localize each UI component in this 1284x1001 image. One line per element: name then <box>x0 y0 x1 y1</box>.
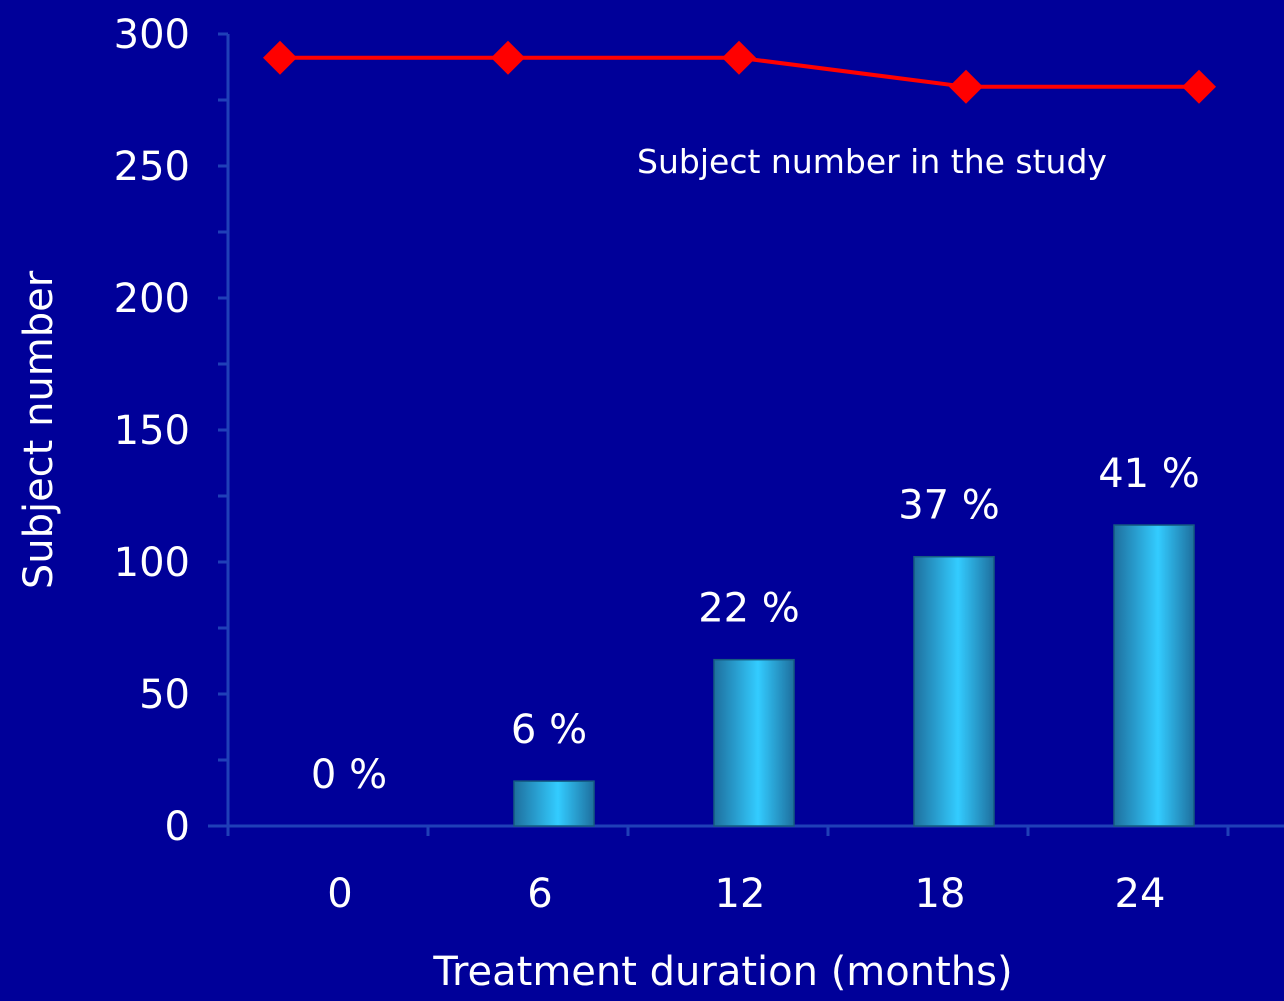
y-axis: 0 50 100 150 200 250 300 <box>114 12 230 850</box>
x-tick-label: 0 <box>327 871 352 917</box>
y-tick-label: 100 <box>114 540 190 586</box>
bar <box>1113 524 1195 827</box>
line-point-diamond <box>949 69 983 104</box>
bar <box>913 555 995 827</box>
y-tick-label: 200 <box>114 276 190 322</box>
line-point-diamond <box>722 40 756 75</box>
line-annotation: Subject number in the study <box>637 142 1107 181</box>
x-tick-label: 6 <box>527 871 552 917</box>
y-tick-label: 150 <box>114 408 190 454</box>
bar <box>713 658 795 827</box>
y-axis-title: Subject number <box>16 270 62 589</box>
x-tick-label: 18 <box>915 871 966 917</box>
line-point-diamond <box>1182 69 1216 104</box>
bar <box>513 780 595 827</box>
bar-series <box>513 524 1195 827</box>
y-tick-label: 250 <box>114 144 190 190</box>
bar-data-labels: 0 % 6 % 22 % 37 % 41 % <box>311 451 1200 798</box>
bar-data-label: 0 % <box>311 752 387 798</box>
x-tick-label: 24 <box>1115 871 1166 917</box>
y-tick-label: 300 <box>114 12 190 58</box>
line-point-diamond <box>491 40 525 75</box>
bar-data-label: 37 % <box>898 483 1000 529</box>
x-tick-label: 12 <box>715 871 766 917</box>
bar-data-label: 22 % <box>698 586 800 632</box>
bar-data-label: 41 % <box>1098 451 1200 497</box>
line-point-diamond <box>263 40 297 75</box>
y-tick-label: 50 <box>139 672 190 718</box>
line-series <box>263 40 1216 104</box>
bar-data-label: 6 % <box>511 707 587 753</box>
x-axis-title: Treatment duration (months) <box>432 949 1012 995</box>
y-tick-label: 0 <box>165 804 190 850</box>
